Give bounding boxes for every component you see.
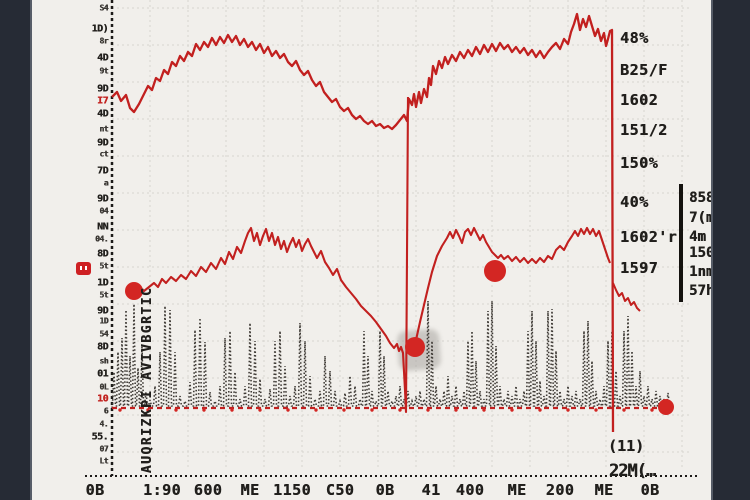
y-tick-label: 04. — [95, 234, 108, 244]
x-tick-label: 1:90 — [142, 481, 182, 499]
y-tick-label: 1D) — [91, 23, 108, 35]
legend-item: 4m — [689, 229, 706, 245]
y-tick-label: S4 — [99, 3, 108, 13]
legend-item: 7(m — [689, 210, 715, 226]
y-tick-label: 4. — [99, 419, 108, 429]
right-axis-label: 40% — [620, 193, 649, 211]
volume-spikes — [111, 300, 671, 409]
y-tick-label: 55. — [91, 431, 108, 443]
y-tick-label: Lt — [99, 456, 108, 466]
y-tick-label: 1D — [96, 277, 109, 289]
y-tick-label: 07 — [99, 444, 108, 454]
y-tick-label: I7 — [96, 95, 109, 107]
right-edge-dot — [658, 399, 674, 415]
post-crash-tail — [612, 282, 641, 312]
x-tick-label: 200 — [545, 481, 575, 499]
right-axis-label: 1602'r — [620, 228, 678, 246]
x-tick-label: 400 — [455, 481, 485, 499]
start-dot — [125, 282, 143, 300]
x-tick-label: 600 — [193, 481, 223, 499]
y-tick-label: 54 — [99, 329, 108, 339]
y-tick-label: 10 — [96, 393, 109, 405]
y-tick-label: 5t — [99, 290, 108, 300]
y-tick-label: 9D — [96, 83, 109, 95]
right-axis-label: 1597 — [620, 259, 659, 277]
y-tick-label: 6 — [103, 406, 109, 416]
y-tick-label: nt — [99, 124, 108, 134]
y-tick-label: 9D — [96, 193, 109, 205]
y-tick-label: ct — [99, 149, 108, 159]
right-axis-label: 48% — [620, 29, 649, 47]
y-tick-label: NN — [96, 221, 109, 233]
left-dark-panel — [0, 0, 32, 500]
right-axis-label: 1602 — [620, 91, 659, 109]
y-axis-title: AUQRIZKPI AVIVBGRTIC — [140, 286, 155, 474]
y-tick-label: 4D — [96, 52, 109, 64]
y-tick-label: a — [103, 178, 109, 188]
legend-item: 150 — [689, 245, 715, 261]
y-tick-label: 01 — [96, 368, 109, 380]
y-tick-label: 9D — [96, 137, 109, 149]
right-axis-label: 151/2 — [620, 121, 668, 139]
x-tick-label: 0B — [640, 481, 660, 499]
red-badge-icon — [76, 262, 91, 275]
annotation-count: (11) — [607, 437, 645, 455]
y-tick-label: 0L — [99, 382, 108, 392]
bottom-dot — [405, 337, 425, 357]
legend-item: 858 — [689, 190, 715, 206]
right-axis-label: B25/F — [620, 61, 668, 79]
middle-price-line — [133, 96, 410, 414]
band-dot — [484, 260, 506, 282]
y-tick-label: 8r — [99, 36, 108, 46]
y-tick-label: 9D — [96, 305, 109, 317]
y-tick-label: 8D — [96, 248, 109, 260]
y-tick-label: 5t — [99, 261, 108, 271]
legend-item: 57h — [689, 283, 715, 299]
x-tick-label: 0B — [375, 481, 395, 499]
x-tick-label: 1150 — [272, 481, 312, 499]
middle-recovery-line — [410, 226, 611, 356]
y-tick-label: 4D — [96, 108, 109, 120]
upper-price-line — [111, 12, 615, 433]
legend-bar — [679, 184, 683, 302]
legend-item: 1nm — [689, 264, 715, 280]
x-tick-label: 0B — [85, 481, 105, 499]
y-tick-label: 04 — [99, 206, 108, 216]
right-dark-panel — [711, 0, 750, 500]
annotation-volume: 22M(… — [608, 461, 656, 481]
x-tick-label: ME — [240, 481, 260, 499]
y-tick-label: 1D — [99, 316, 108, 326]
x-tick-label: ME — [507, 481, 527, 499]
x-tick-label: 41 — [421, 481, 441, 499]
x-tick-label: ME — [594, 481, 614, 499]
right-axis-label: 150% — [620, 154, 659, 172]
y-tick-label: 7D — [96, 165, 109, 177]
y-tick-label: 9t — [99, 66, 108, 76]
y-tick-label: sh — [99, 356, 108, 366]
y-tick-label: 8D — [96, 341, 109, 353]
x-tick-label: C50 — [325, 481, 355, 499]
